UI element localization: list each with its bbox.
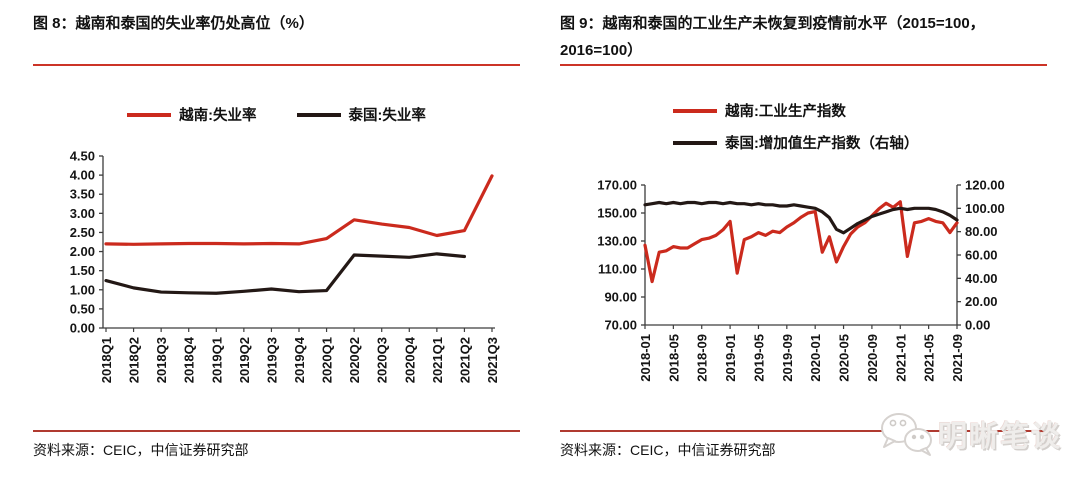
svg-text:100.00: 100.00	[965, 201, 1005, 216]
svg-text:4.00: 4.00	[70, 168, 95, 183]
legend-label: 越南:工业生产指数	[725, 104, 846, 120]
svg-text:2019-09: 2019-09	[780, 334, 795, 382]
svg-text:2021Q1: 2021Q1	[430, 337, 445, 383]
legend-line-swatch	[296, 112, 341, 117]
svg-text:2019Q4: 2019Q4	[292, 336, 307, 383]
svg-text:2021-01: 2021-01	[893, 334, 908, 382]
svg-text:2019-01: 2019-01	[723, 334, 738, 382]
legend-line-swatch	[673, 108, 717, 113]
figure-8-title-rule	[33, 64, 520, 66]
svg-text:130.00: 130.00	[597, 234, 637, 249]
svg-text:3.50: 3.50	[70, 187, 95, 202]
svg-text:0.50: 0.50	[70, 301, 95, 316]
svg-text:1.50: 1.50	[70, 263, 95, 278]
figure-9-line-chart: 70.0090.00110.00130.00150.00170.000.0020…	[597, 178, 1005, 382]
svg-text:170.00: 170.00	[597, 178, 637, 193]
figure-8-panel: 图 8：越南和泰国的失业率仍处高位（%） 越南:失业率 泰国:失业率 0.00 0.…	[33, 0, 520, 488]
figure-8-legend: 越南:失业率 泰国:失业率	[33, 104, 520, 125]
figure-8-title: 图 8：越南和泰国的失业率仍处高位（%）	[33, 15, 314, 32]
svg-text:3.00: 3.00	[70, 206, 95, 221]
svg-text:2018Q1: 2018Q1	[99, 337, 114, 383]
svg-text:70.00: 70.00	[604, 318, 637, 333]
svg-text:150.00: 150.00	[597, 206, 637, 221]
svg-text:2020Q2: 2020Q2	[347, 337, 362, 383]
svg-text:2018Q4: 2018Q4	[182, 336, 197, 383]
svg-text:2021-05: 2021-05	[922, 334, 937, 382]
legend-label: 越南:失业率	[179, 108, 257, 124]
svg-text:2018-09: 2018-09	[695, 334, 710, 382]
svg-text:2021Q2: 2021Q2	[457, 337, 472, 383]
svg-text:2021Q3: 2021Q3	[485, 337, 500, 383]
svg-text:2018-01: 2018-01	[638, 334, 653, 382]
svg-text:2020-05: 2020-05	[837, 334, 852, 382]
figure-9-footer-rule	[560, 430, 1047, 432]
figure-9-title-rule	[560, 64, 1047, 66]
svg-text:2019Q2: 2019Q2	[237, 337, 252, 383]
svg-text:90.00: 90.00	[604, 290, 637, 305]
svg-text:2018-05: 2018-05	[666, 334, 681, 382]
svg-text:2.00: 2.00	[70, 244, 95, 259]
svg-text:2019Q3: 2019Q3	[264, 337, 279, 383]
svg-text:20.00: 20.00	[965, 294, 998, 309]
svg-text:40.00: 40.00	[965, 271, 998, 286]
svg-text:120.00: 120.00	[965, 178, 1005, 193]
svg-text:2020Q3: 2020Q3	[375, 337, 390, 383]
legend-item-1-1: 泰国:增加值生产指数（右轴）	[673, 132, 918, 153]
legend-item-0-1: 泰国:失业率	[296, 104, 426, 125]
svg-text:2018Q2: 2018Q2	[127, 337, 142, 383]
svg-text:0.00: 0.00	[70, 321, 95, 336]
figure-9-panel: 图 9：越南和泰国的工业生产未恢复到疫情前水平（2015=100，2016=10…	[560, 0, 1047, 488]
svg-text:110.00: 110.00	[598, 262, 637, 277]
figure-9-source: 资料来源：CEIC，中信证券研究部	[560, 442, 776, 458]
legend-label: 泰国:增加值生产指数（右轴）	[725, 136, 919, 152]
svg-text:2019-05: 2019-05	[751, 334, 766, 382]
svg-text:0.00: 0.00	[965, 318, 990, 333]
svg-text:2021-09: 2021-09	[950, 334, 965, 382]
svg-text:4.50: 4.50	[70, 149, 95, 164]
svg-text:2.50: 2.50	[70, 225, 95, 240]
svg-text:2020-01: 2020-01	[808, 334, 823, 382]
svg-text:2019Q1: 2019Q1	[209, 337, 224, 383]
watermark-text: 明晰笔谈	[938, 421, 1063, 453]
svg-text:2020Q1: 2020Q1	[320, 337, 335, 383]
figure-9-legend: 越南:工业生产指数泰国:增加值生产指数（右轴）	[673, 100, 1047, 153]
wechat-watermark: 明晰笔谈	[878, 406, 1062, 462]
svg-text:1.00: 1.00	[70, 282, 95, 297]
svg-text:80.00: 80.00	[965, 224, 998, 239]
figure-9-title: 图 9：越南和泰国的工业生产未恢复到疫情前水平（2015=100，2016=10…	[560, 15, 985, 59]
legend-item-0-0: 越南:失业率	[127, 104, 257, 125]
legend-item-1-0: 越南:工业生产指数	[673, 100, 846, 121]
figure-8-source: 资料来源：CEIC，中信证券研究部	[33, 442, 249, 458]
legend-line-swatch	[127, 112, 172, 117]
svg-text:2020Q4: 2020Q4	[402, 336, 417, 383]
svg-text:2020-09: 2020-09	[865, 334, 880, 382]
figure-8-footer-rule	[33, 430, 520, 432]
wechat-bubbles-icon	[881, 413, 932, 456]
svg-text:60.00: 60.00	[965, 248, 998, 263]
legend-line-swatch	[673, 140, 717, 145]
figure-8-line-chart: 0.00 0.50 1.00 1.50 2.00 2.50 3.00 3.50 4.00 4.50…	[70, 149, 500, 384]
legend-label: 泰国:失业率	[348, 108, 426, 124]
svg-text:2018Q3: 2018Q3	[154, 337, 169, 383]
